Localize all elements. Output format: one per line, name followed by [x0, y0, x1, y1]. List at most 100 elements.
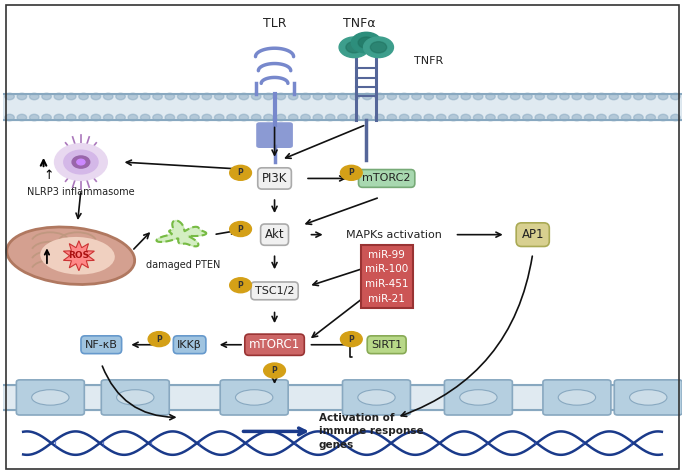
Circle shape — [351, 32, 382, 53]
Circle shape — [79, 114, 88, 121]
Circle shape — [77, 159, 85, 165]
Circle shape — [103, 114, 113, 121]
Text: IKKβ: IKKβ — [177, 340, 202, 350]
Text: mTORC2: mTORC2 — [362, 173, 411, 183]
Circle shape — [371, 42, 386, 53]
Circle shape — [227, 93, 236, 100]
Circle shape — [229, 278, 251, 293]
Circle shape — [202, 93, 212, 100]
Circle shape — [148, 332, 170, 346]
Circle shape — [140, 93, 150, 100]
Circle shape — [128, 93, 138, 100]
Circle shape — [301, 93, 310, 100]
Circle shape — [535, 114, 545, 121]
Circle shape — [436, 93, 446, 100]
Circle shape — [264, 93, 273, 100]
Text: AP1: AP1 — [521, 228, 544, 241]
Circle shape — [461, 114, 471, 121]
Circle shape — [658, 93, 668, 100]
Circle shape — [64, 150, 98, 174]
Text: P: P — [349, 335, 354, 344]
Circle shape — [350, 93, 360, 100]
Circle shape — [264, 363, 286, 378]
Circle shape — [572, 93, 582, 100]
Circle shape — [251, 93, 261, 100]
Circle shape — [523, 93, 532, 100]
Circle shape — [239, 114, 249, 121]
Circle shape — [116, 114, 125, 121]
Circle shape — [91, 114, 101, 121]
Circle shape — [29, 93, 39, 100]
Circle shape — [325, 93, 335, 100]
Circle shape — [338, 93, 347, 100]
Circle shape — [621, 93, 631, 100]
Circle shape — [340, 165, 362, 180]
Circle shape — [72, 156, 90, 168]
FancyBboxPatch shape — [101, 380, 169, 415]
Circle shape — [436, 114, 446, 121]
Circle shape — [424, 93, 434, 100]
Circle shape — [412, 114, 421, 121]
Circle shape — [91, 93, 101, 100]
Text: miR-99
miR-100
miR-451
miR-21: miR-99 miR-100 miR-451 miR-21 — [365, 250, 408, 304]
Text: mTORC1: mTORC1 — [249, 338, 300, 351]
Circle shape — [399, 114, 409, 121]
Text: NF-κB: NF-κB — [85, 340, 118, 350]
Text: SIRT1: SIRT1 — [371, 340, 402, 350]
Circle shape — [190, 114, 199, 121]
Circle shape — [498, 114, 508, 121]
Circle shape — [375, 114, 384, 121]
Bar — [3, 384, 682, 410]
FancyBboxPatch shape — [614, 380, 682, 415]
Circle shape — [486, 114, 495, 121]
Circle shape — [229, 221, 251, 237]
Circle shape — [658, 114, 668, 121]
Circle shape — [473, 114, 483, 121]
Circle shape — [350, 114, 360, 121]
Circle shape — [313, 114, 323, 121]
Circle shape — [202, 114, 212, 121]
Text: P: P — [238, 225, 243, 234]
Ellipse shape — [32, 390, 69, 405]
Circle shape — [375, 93, 384, 100]
Ellipse shape — [558, 390, 595, 405]
Circle shape — [103, 93, 113, 100]
Circle shape — [42, 114, 51, 121]
Circle shape — [5, 114, 14, 121]
Circle shape — [362, 114, 372, 121]
Circle shape — [621, 114, 631, 121]
Text: TNFα: TNFα — [343, 18, 376, 30]
FancyBboxPatch shape — [16, 380, 84, 415]
Circle shape — [17, 93, 27, 100]
Text: P: P — [238, 281, 243, 290]
Polygon shape — [156, 220, 206, 246]
Circle shape — [66, 93, 76, 100]
Circle shape — [560, 93, 569, 100]
FancyBboxPatch shape — [342, 380, 410, 415]
Circle shape — [276, 114, 286, 121]
Ellipse shape — [630, 390, 667, 405]
Text: PI3K: PI3K — [262, 172, 287, 185]
Text: TSC1/2: TSC1/2 — [255, 286, 295, 296]
Text: NLRP3 inflammasome: NLRP3 inflammasome — [27, 188, 135, 198]
Circle shape — [671, 114, 680, 121]
Text: damaged PTEN: damaged PTEN — [146, 260, 220, 270]
Circle shape — [140, 114, 150, 121]
Circle shape — [338, 114, 347, 121]
Circle shape — [547, 114, 557, 121]
Circle shape — [165, 93, 175, 100]
Circle shape — [486, 93, 495, 100]
Circle shape — [229, 165, 251, 180]
Ellipse shape — [7, 227, 135, 284]
Circle shape — [560, 114, 569, 121]
Circle shape — [387, 93, 397, 100]
FancyBboxPatch shape — [220, 380, 288, 415]
Circle shape — [449, 114, 458, 121]
Circle shape — [54, 93, 64, 100]
Circle shape — [190, 93, 199, 100]
Circle shape — [646, 93, 656, 100]
Circle shape — [634, 114, 643, 121]
Circle shape — [449, 93, 458, 100]
Circle shape — [412, 93, 421, 100]
Circle shape — [340, 332, 362, 346]
